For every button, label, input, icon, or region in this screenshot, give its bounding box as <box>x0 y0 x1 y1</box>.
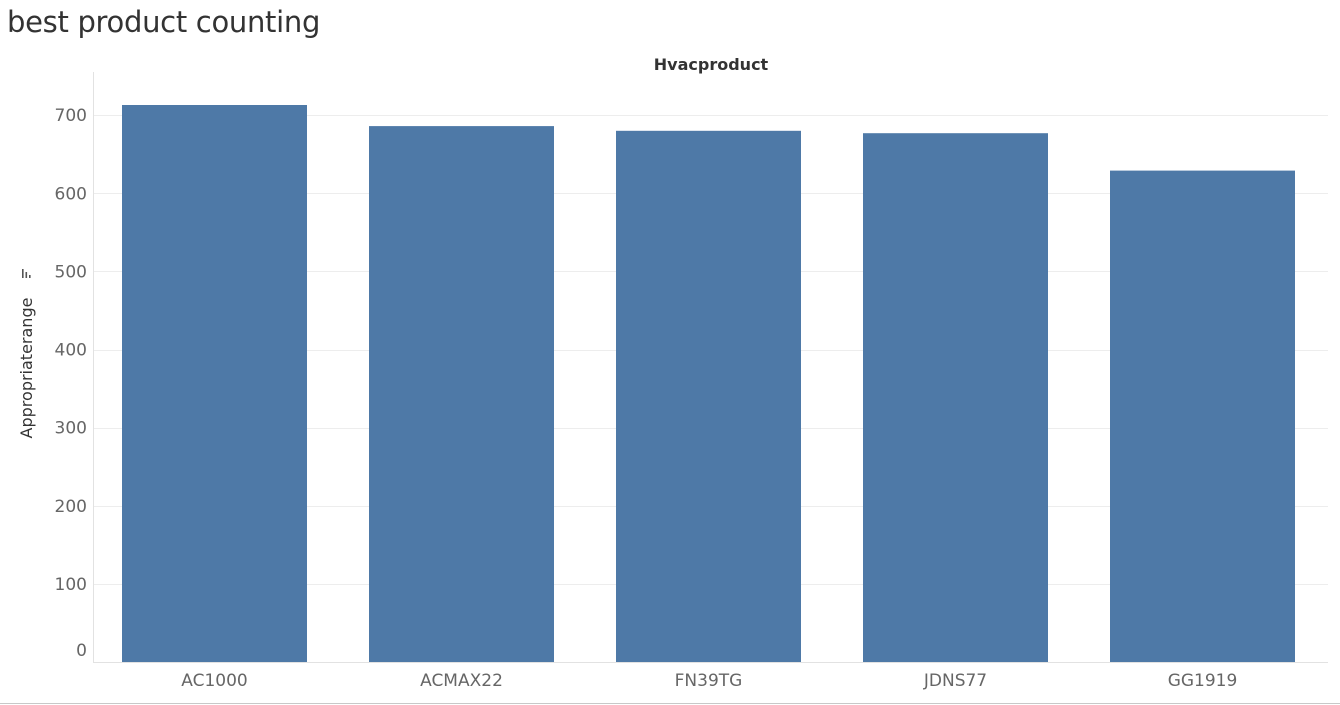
y-tick-label: 700 <box>55 106 87 126</box>
y-tick-label: 300 <box>55 419 87 439</box>
sort-icon-stroke <box>25 272 28 278</box>
sort-descending-icon[interactable] <box>22 269 31 278</box>
y-tick-label: 200 <box>55 497 87 517</box>
x-tick-label[interactable]: GG1919 <box>1168 671 1238 691</box>
bars-layer <box>122 105 1295 663</box>
y-axis-title-group[interactable]: Appropriaterange <box>17 269 36 438</box>
bar-gg1919[interactable] <box>1110 170 1295 662</box>
column-header[interactable]: Hvacproduct <box>654 55 769 74</box>
x-tick-label[interactable]: ACMAX22 <box>420 671 503 691</box>
y-tick-label: 400 <box>55 341 87 361</box>
y-tick-labels: 0 100 200 300 400 500 600 700 <box>55 106 87 661</box>
sort-icon-stroke <box>29 275 31 278</box>
x-tick-label[interactable]: FN39TG <box>675 671 743 691</box>
y-tick-label: 100 <box>55 575 87 595</box>
x-tick-label[interactable]: JDNS77 <box>923 671 987 691</box>
bar-ac1000[interactable] <box>122 105 307 662</box>
x-tick-labels: AC1000 ACMAX22 FN39TG JDNS77 GG1919 <box>181 671 1237 691</box>
page-title: best product counting <box>7 5 321 39</box>
bar-acmax22[interactable] <box>369 126 554 663</box>
y-tick-label: 0 <box>76 641 87 661</box>
x-tick-label[interactable]: AC1000 <box>181 671 247 691</box>
bar-fn39tg[interactable] <box>616 130 801 663</box>
bottom-divider <box>0 703 1340 704</box>
bar-jdns77[interactable] <box>863 133 1048 662</box>
axis-layer <box>93 72 1328 663</box>
y-axis-title[interactable]: Appropriaterange <box>17 298 36 439</box>
y-tick-label: 600 <box>55 184 87 204</box>
sort-icon-stroke <box>22 269 24 278</box>
y-tick-label: 500 <box>55 262 87 282</box>
